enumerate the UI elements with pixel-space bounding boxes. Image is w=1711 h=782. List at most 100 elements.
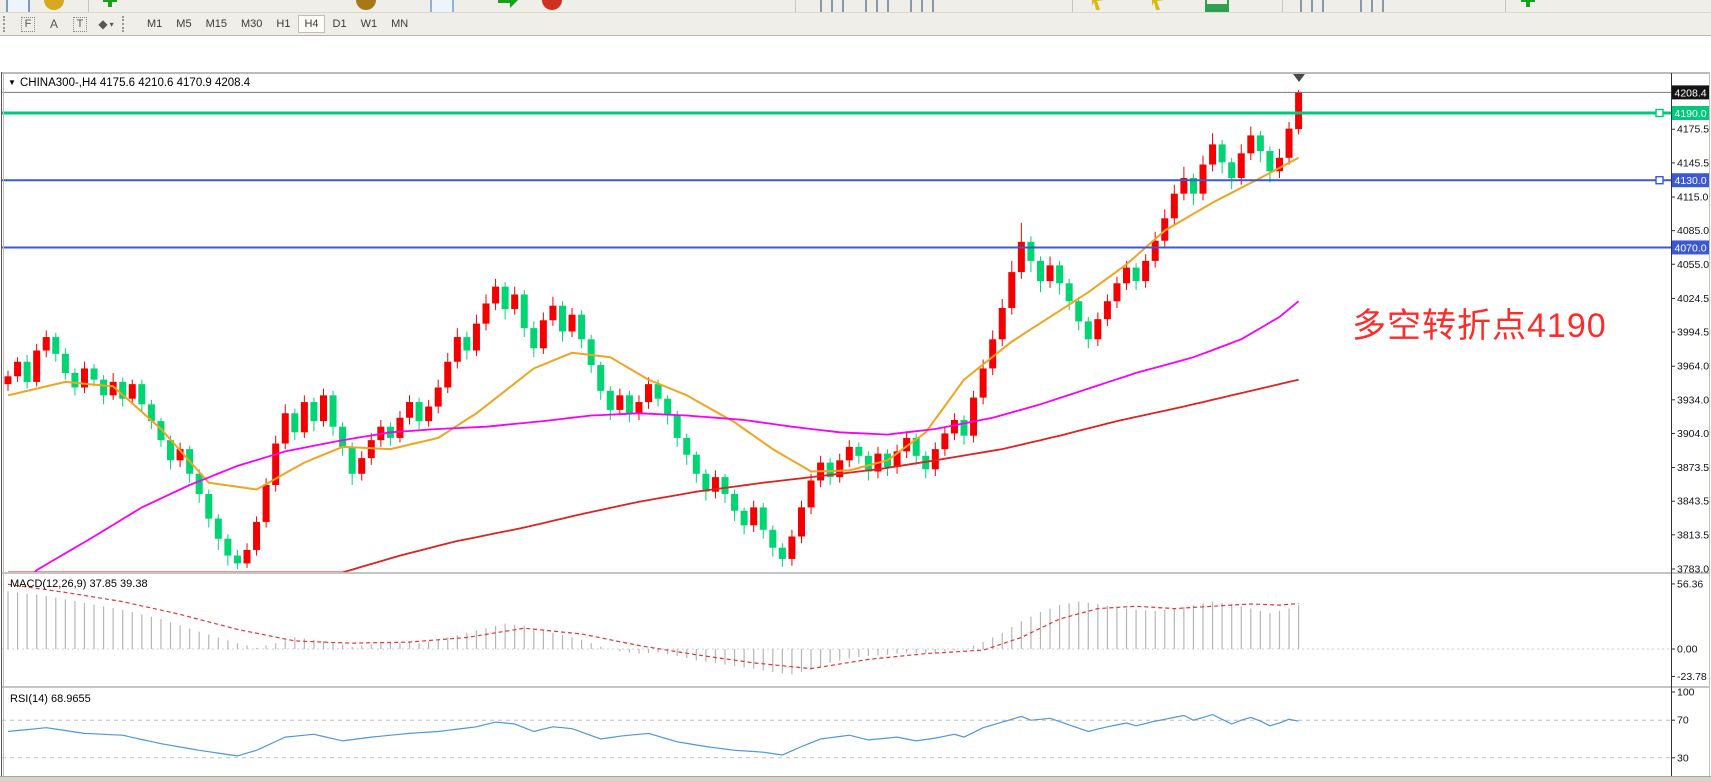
line-drag-handle[interactable]: [1655, 176, 1664, 185]
price-badge: [1672, 240, 1710, 255]
ma-fast-orange-line: [7, 156, 1300, 491]
toolbar-drag-handle[interactable]: [3, 16, 10, 32]
candle-bearish: [625, 395, 633, 414]
price-axis-label: 3934.0: [1677, 394, 1709, 406]
candle-bearish: [1065, 283, 1073, 302]
macd-axis-label: 0.00: [1677, 644, 1698, 656]
candle-bullish: [549, 305, 557, 321]
candle-bearish: [664, 398, 672, 416]
candle-bullish: [750, 507, 758, 526]
zoom-in-windows-icon[interactable]: [1300, 0, 1324, 12]
cursor-tool-icon[interactable]: [1092, 0, 1104, 10]
stop-icon[interactable]: [542, 0, 562, 10]
symbol-dropdown-icon[interactable]: ▼: [8, 78, 16, 87]
cascade-windows-icon[interactable]: [865, 0, 889, 12]
candle-bearish: [778, 547, 786, 559]
timeframe-button-h4[interactable]: H4: [298, 15, 325, 33]
timeframe-button-mn[interactable]: MN: [385, 15, 414, 33]
candle-bullish: [243, 549, 251, 564]
candle-bearish: [597, 365, 605, 391]
candle-bullish: [950, 419, 958, 434]
grid-properties-tool[interactable]: F: [17, 15, 39, 33]
chart-window-icon[interactable]: [6, 0, 30, 12]
text-label-tool-icon: T: [72, 16, 88, 32]
ma-mid-magenta-line: [33, 300, 1300, 572]
toolbar-drag-handle[interactable]: [122, 16, 129, 32]
candle-bullish: [434, 387, 442, 407]
candle-bullish: [300, 402, 308, 433]
add-indicator-icon[interactable]: [1518, 0, 1538, 10]
candle-bearish: [71, 372, 79, 388]
candle-bullish: [1180, 177, 1188, 194]
candle-bearish: [530, 328, 538, 349]
timeframe-button-d1[interactable]: D1: [327, 15, 353, 33]
indicator-list-icon[interactable]: [1205, 0, 1229, 12]
candle-bearish: [673, 415, 681, 438]
toolbar-top-row: [0, 0, 1711, 13]
price-axis-label: 3964.0: [1677, 361, 1709, 373]
candle-bullish: [979, 368, 987, 398]
candle-bullish: [645, 384, 653, 403]
candle-bullish: [80, 368, 88, 388]
candle-bearish: [167, 440, 175, 461]
candle-bearish: [61, 353, 69, 373]
candle-bullish: [836, 460, 844, 478]
candle-bearish: [855, 446, 863, 456]
candle-bullish: [319, 395, 327, 422]
candle-bearish: [864, 455, 872, 472]
candle-bullish: [970, 397, 978, 436]
magnifier-icon[interactable]: [44, 0, 64, 10]
candle-bearish: [1027, 241, 1035, 261]
candle-bullish: [616, 395, 624, 410]
arrange-windows-icon[interactable]: [910, 0, 934, 12]
alert-icon[interactable]: [356, 0, 376, 10]
new-order-icon[interactable]: [430, 0, 454, 12]
macd-axis-label: 56.36: [1677, 578, 1703, 590]
timeframe-button-m5[interactable]: M5: [170, 15, 197, 33]
candle-bullish: [511, 294, 519, 310]
candle-bullish: [358, 458, 366, 474]
timeframe-button-m1[interactable]: M1: [141, 15, 168, 33]
candle-bullish: [4, 376, 12, 385]
candle-bearish: [501, 286, 509, 310]
rsi-axis-label: 100: [1677, 687, 1695, 699]
chart-title: CHINA300-,H4 4175.6 4210.6 4170.9 4208.4: [20, 77, 251, 89]
candle-bullish: [1237, 153, 1245, 178]
window-bottom-edge: [0, 776, 1711, 782]
zoom-out-windows-icon[interactable]: [1360, 0, 1384, 12]
timeframe-button-m15[interactable]: M15: [200, 15, 233, 33]
text-label-tool[interactable]: T: [69, 15, 91, 33]
grid-properties-tool-icon: F: [20, 16, 36, 32]
candle-bullish: [1247, 135, 1255, 154]
candle-bullish: [788, 536, 796, 559]
add-chart-icon[interactable]: [100, 0, 120, 10]
candle-bearish: [1075, 301, 1083, 322]
candle-bullish: [1170, 193, 1178, 219]
toolbar-separator: [795, 0, 796, 12]
crosshair-tool-icon[interactable]: [1152, 0, 1164, 10]
arrow-style-tool[interactable]: ◆ ▾: [95, 15, 117, 33]
candle-bullish: [998, 307, 1006, 340]
candle-bullish: [42, 337, 50, 351]
candle-bullish: [807, 480, 815, 508]
candle-bullish: [941, 433, 949, 450]
candle-bullish: [931, 449, 939, 470]
candle-bearish: [100, 379, 108, 396]
candle-bearish: [157, 421, 165, 441]
font-tool[interactable]: A: [43, 15, 65, 33]
tile-windows-icon[interactable]: [820, 0, 844, 12]
timeframe-button-m30[interactable]: M30: [235, 15, 268, 33]
candle-bearish: [233, 555, 241, 564]
candle-bearish: [826, 462, 834, 478]
line-drag-handle[interactable]: [1655, 108, 1664, 118]
toolbar-separator: [1505, 0, 1506, 12]
candle-bullish: [1017, 241, 1025, 273]
autotrade-icon[interactable]: [498, 0, 518, 8]
candle-bullish: [128, 384, 136, 399]
candle-bullish: [176, 449, 184, 461]
candle-bullish: [406, 402, 414, 418]
timeframe-button-h1[interactable]: H1: [270, 15, 296, 33]
candle-bearish: [147, 404, 155, 422]
candle-bearish: [692, 454, 700, 474]
timeframe-button-w1[interactable]: W1: [355, 15, 384, 33]
